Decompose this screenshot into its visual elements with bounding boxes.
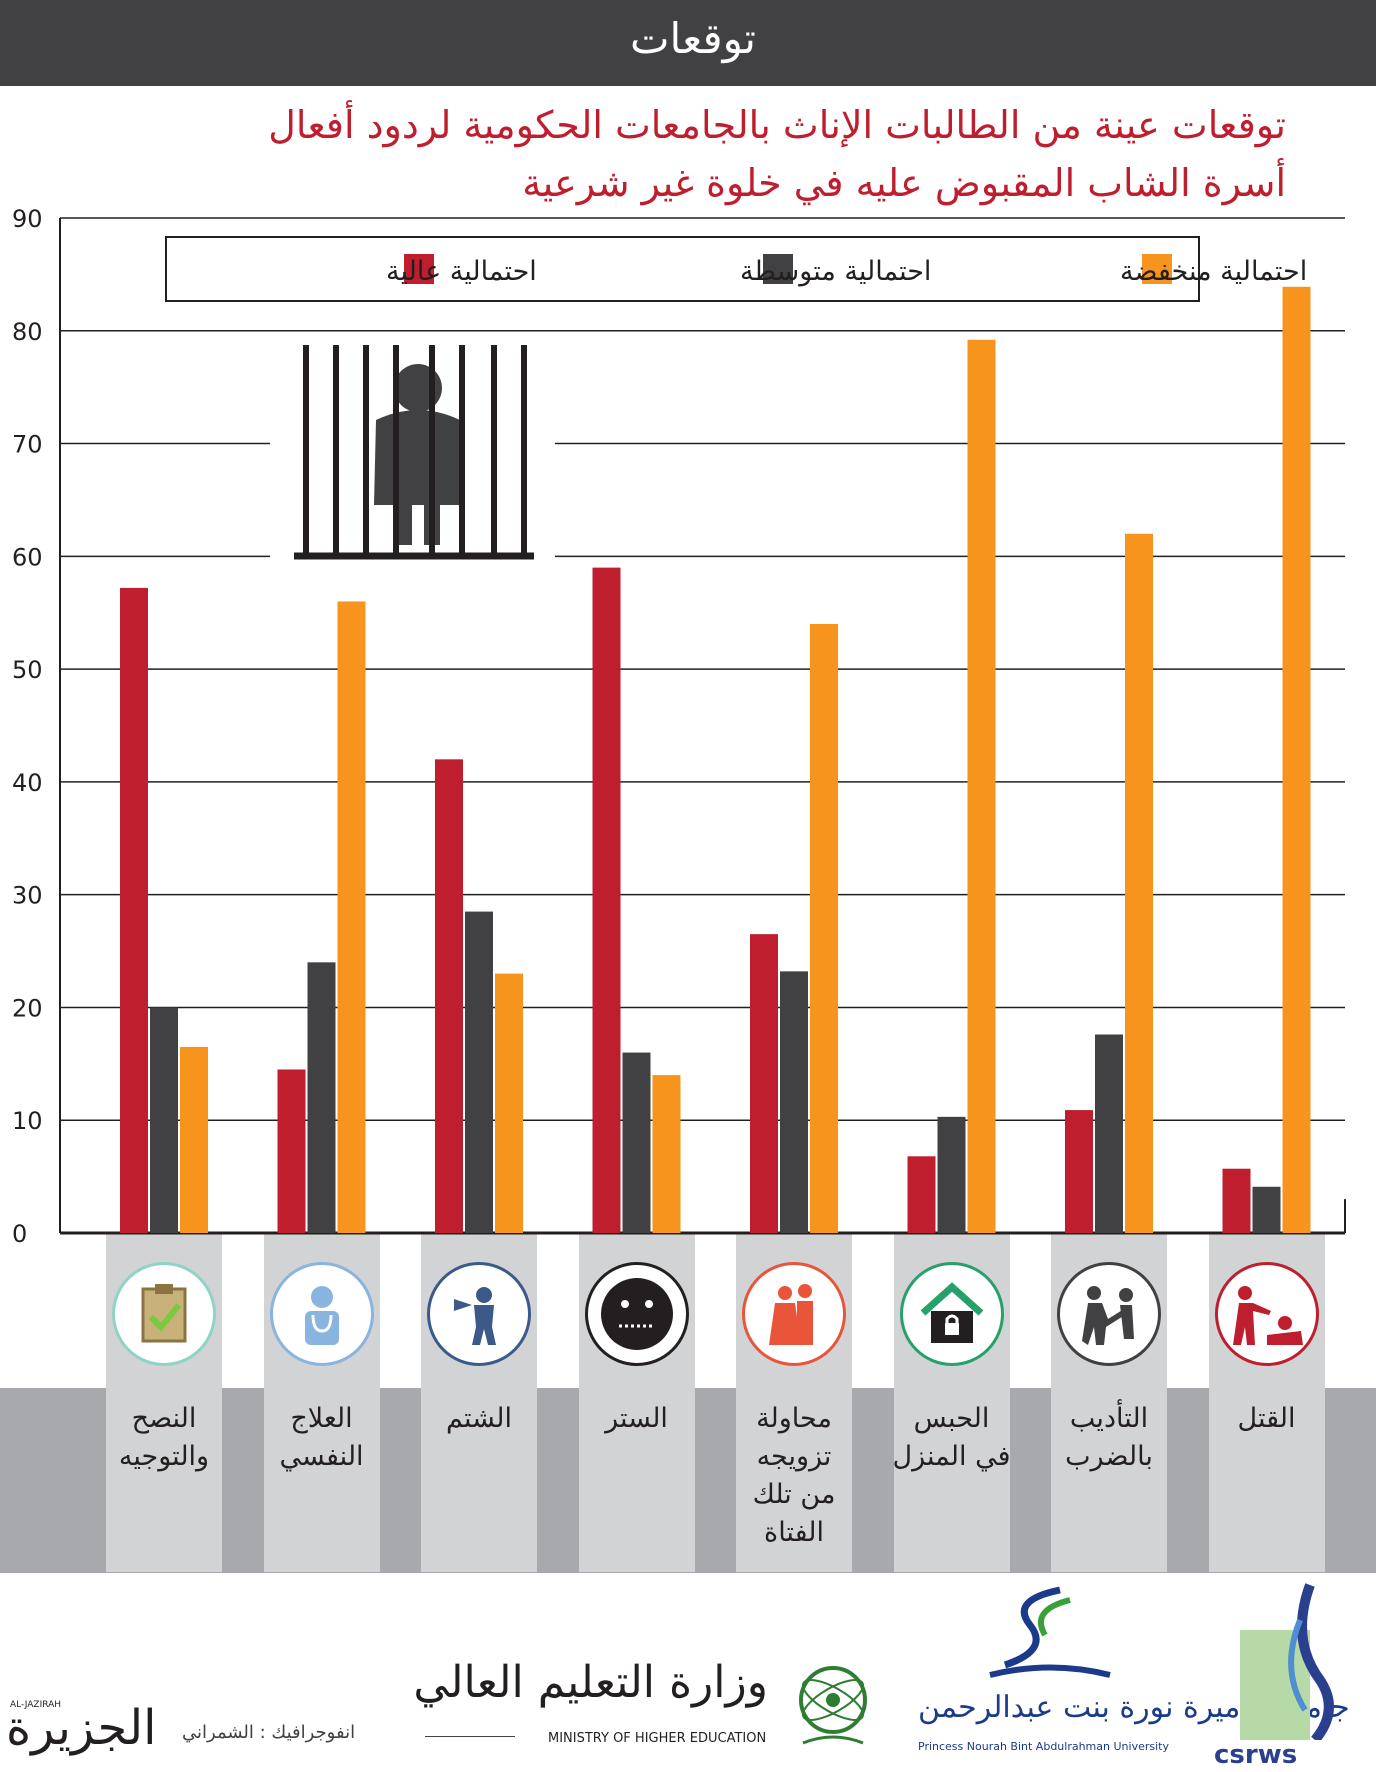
pnu-name-en: Princess Nourah Bint Abdulrahman Univers… (918, 1740, 1169, 1753)
y-tick-label: 90 (12, 205, 43, 233)
jazirah-logo-ar: الجزيرة (6, 1700, 157, 1756)
csrws-emblem-icon (1240, 1583, 1334, 1744)
bar-low (967, 339, 996, 1233)
bar-low (1282, 286, 1311, 1233)
legend-label-medium: احتمالية متوسطة (740, 256, 931, 287)
category-label: القتل (1237, 1403, 1296, 1434)
bar-medium (150, 1007, 178, 1233)
bar-medium (937, 1116, 966, 1233)
category-label: التأديب بالضرب (1065, 1403, 1153, 1472)
bar-low (337, 601, 366, 1233)
csrws-name: csrws (1214, 1740, 1298, 1770)
bar-high (277, 1069, 306, 1233)
bar-high (907, 1156, 936, 1233)
bride-groom-icon (742, 1262, 846, 1366)
bar-low (180, 1046, 208, 1233)
bar-chart: 0 10 20 30 40 50 60 70 80 90 احتمالية عالية احتما… (12, 205, 1346, 1248)
y-tick-label: 0 (12, 1220, 27, 1248)
y-tick-label: 30 (12, 882, 43, 910)
legend-swatch-medium (763, 254, 793, 284)
ministry-name-en: MINISTRY OF HIGHER EDUCATION (548, 1731, 767, 1746)
subtitle-line-1: توقعات عينة من الطالبات الإناث بالجامعات… (268, 103, 1286, 147)
bar-medium (1095, 1034, 1123, 1233)
jazirah-logo-en: AL-JAZIRAH (10, 1700, 62, 1710)
credit-divider (425, 1736, 515, 1737)
bar-medium (465, 911, 493, 1233)
doctor-icon (269, 1262, 374, 1366)
legend-label-high: احتمالية عالية (386, 256, 537, 287)
footer (0, 1580, 1376, 1772)
bar-medium (780, 971, 808, 1233)
al-jazirah-logo: الجزيرة (6, 1700, 156, 1756)
category-label: العلاج النفسي (279, 1403, 364, 1472)
legend-label-low: احتمالية منخفضة (1120, 256, 1307, 287)
header-bar (0, 0, 1376, 86)
hitting-icon (1057, 1262, 1161, 1366)
pnu-logo: جامعة الأميرة نورة بنت عبدالرحمن Princes… (910, 1580, 1350, 1760)
subtitle-line-2: أسرة الشاب المقبوض عليه في خلوة غير شرعي… (522, 161, 1286, 205)
y-tick-label: 50 (12, 656, 43, 684)
category-label: الحبس في المنزل (892, 1403, 1011, 1472)
killing-icon (1214, 1262, 1319, 1366)
chart-subtitle: توقعات عينة من الطالبات الإناث بالجامعات… (136, 96, 1286, 212)
prisoner-behind-bars-icon (270, 340, 555, 570)
pnu-emblem-icon (989, 1586, 1111, 1678)
y-tick-label: 20 (12, 994, 43, 1022)
category-label: النصح والتوجيه (118, 1403, 210, 1472)
bar-high (120, 587, 148, 1233)
bar-medium (622, 1052, 651, 1233)
bar-medium (307, 962, 336, 1233)
zipped-mouth-face-icon (584, 1262, 689, 1366)
ministry-logo: وزارة التعليم العالي MINISTRY OF HIGHER … (413, 1655, 888, 1755)
y-tick-label: 80 (12, 318, 43, 346)
bar-high (592, 567, 621, 1233)
bar-high (1065, 1110, 1093, 1233)
infographic-credit: انفوجرافيك : الشمراني (182, 1722, 356, 1743)
category-label: الشتم (446, 1403, 512, 1434)
y-tick-label: 10 (12, 1107, 43, 1135)
bar-medium (1252, 1186, 1281, 1233)
y-tick-label: 60 (12, 543, 43, 571)
bar-high (750, 934, 778, 1233)
bar-low (652, 1075, 681, 1233)
bar-high (1222, 1168, 1251, 1233)
locked-house-icon (899, 1262, 1004, 1366)
bar-low (810, 624, 838, 1233)
bar-high (435, 759, 463, 1233)
category-label: الستر (605, 1403, 668, 1434)
bar-low (495, 973, 523, 1233)
y-tick-label: 40 (12, 769, 43, 797)
legend-swatch-low (1142, 254, 1172, 284)
page-title: توقعات (629, 14, 756, 63)
legend-box (165, 236, 1200, 302)
csrws-logo: csrws (1210, 1580, 1370, 1770)
clipboard-check-icon (112, 1262, 216, 1366)
ministry-name-ar: وزارة التعليم العالي (413, 1657, 768, 1708)
ministry-emblem-icon (799, 1666, 867, 1745)
category-label: محاولة تزويجه من تلك الفتاة (752, 1403, 836, 1548)
y-tick-label: 70 (12, 431, 43, 459)
legend-swatch-high (404, 254, 434, 284)
bar-low (1125, 533, 1153, 1233)
megaphone-shouting-icon (427, 1262, 531, 1366)
